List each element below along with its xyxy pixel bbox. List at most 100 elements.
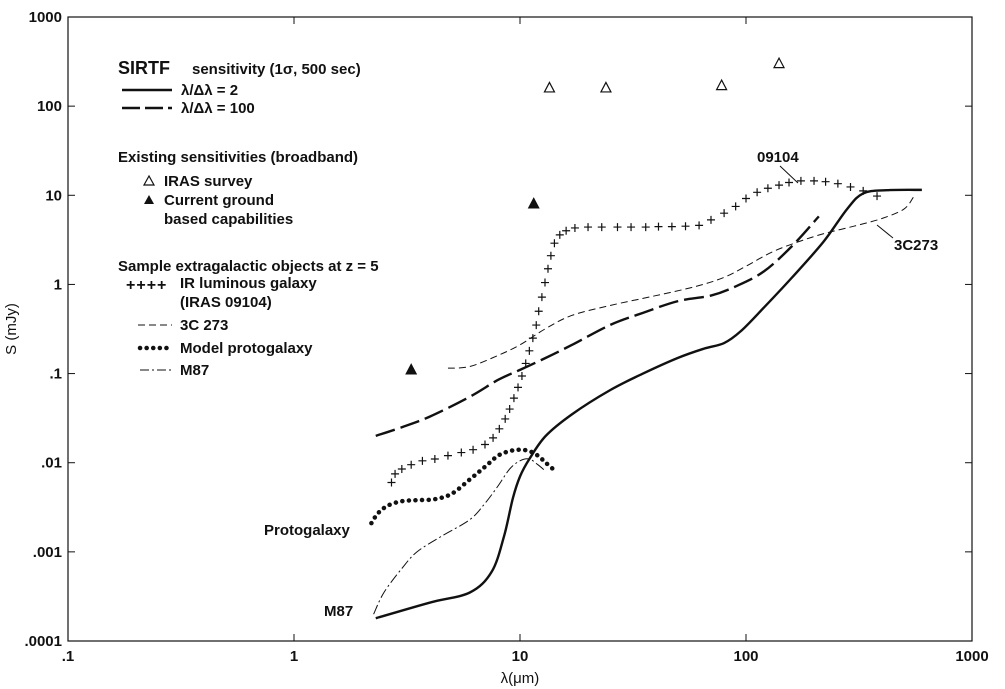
series-ir_galaxy-point-27 bbox=[555, 230, 564, 239]
series-ir_galaxy-point-49 bbox=[821, 177, 830, 186]
series-ir_galaxy-point-15 bbox=[514, 383, 523, 392]
series-ir_galaxy-point-13 bbox=[505, 405, 514, 414]
series-ground-marker-0 bbox=[405, 363, 418, 375]
series-ir_galaxy-point-34 bbox=[641, 223, 650, 232]
series-ir_galaxy-point-10 bbox=[489, 433, 498, 442]
series-ir_galaxy-point-39 bbox=[706, 215, 715, 224]
series-ir_galaxy-point-3 bbox=[407, 460, 416, 469]
legend-m87: M87 bbox=[180, 362, 209, 379]
series-ir_galaxy-point-18 bbox=[525, 346, 534, 355]
series-ir_galaxy-point-30 bbox=[584, 223, 593, 232]
y-tick-label-7: 1000 bbox=[29, 9, 62, 26]
x-tick-label-1: 1 bbox=[290, 648, 298, 665]
series-ir_galaxy-point-33 bbox=[627, 223, 636, 232]
series-ir_galaxy-point-25 bbox=[546, 251, 555, 260]
series-ir_galaxy-point-4 bbox=[418, 456, 427, 465]
legend-ir-galaxy-line2: (IRAS 09104) bbox=[180, 294, 272, 311]
series-ir_galaxy-point-1 bbox=[391, 469, 400, 478]
x-axis-label: λ(μm) bbox=[501, 670, 540, 687]
series-ir_galaxy-point-22 bbox=[537, 293, 546, 302]
series-ir_galaxy-point-9 bbox=[480, 440, 489, 449]
legend-swatch-ir-galaxy: ++++ bbox=[126, 277, 167, 294]
series-ir_galaxy-point-16 bbox=[517, 371, 526, 380]
y-tick-label-1: .001 bbox=[33, 544, 62, 561]
series-ir_galaxy-point-40 bbox=[720, 209, 729, 218]
annotation-3c273-leader bbox=[876, 224, 894, 239]
series-ir_galaxy-point-48 bbox=[810, 176, 819, 185]
series-ir_galaxy-point-35 bbox=[654, 222, 663, 231]
series-m87-line bbox=[373, 458, 547, 615]
legend-sirtf-title: SIRTF bbox=[118, 58, 170, 78]
series-ir_galaxy-point-52 bbox=[859, 186, 868, 195]
series-ir_galaxy-point-36 bbox=[667, 222, 676, 231]
legend-sirtf-subtitle: sensitivity (1σ, 500 sec) bbox=[192, 61, 361, 78]
series-ir_galaxy-point-37 bbox=[681, 222, 690, 231]
annotation-protogalaxy: Protogalaxy bbox=[264, 522, 351, 539]
y-tick-label-2: .01 bbox=[41, 455, 62, 472]
legend-ir-galaxy-line1: IR luminous galaxy bbox=[180, 275, 317, 292]
legend-sample-title: Sample extragalactic objects at z = 5 bbox=[118, 258, 379, 275]
legend-ground-marker bbox=[144, 195, 154, 204]
series-ir_galaxy-point-32 bbox=[613, 223, 622, 232]
x-tick-label-0: .1 bbox=[62, 648, 75, 665]
series-ir_galaxy-point-31 bbox=[597, 223, 606, 232]
axis-ticks: .1 1 10 100 1000 .0001 .001 .01 .1 1 10 100 1000 bbox=[24, 9, 988, 665]
series-ir_galaxy-point-8 bbox=[469, 445, 478, 454]
series-iras-marker-3 bbox=[773, 56, 786, 69]
series-ir_galaxy-point-6 bbox=[443, 451, 452, 460]
series-c273-line bbox=[447, 196, 914, 369]
series-ir_galaxy-point-38 bbox=[695, 221, 704, 230]
legend-iras-marker bbox=[142, 174, 156, 186]
series-ir_galaxy-point-0 bbox=[387, 478, 396, 487]
series-ir_galaxy-point-42 bbox=[742, 194, 750, 203]
series-ir_galaxy-point-44 bbox=[763, 184, 772, 193]
series-ir_galaxy-point-53 bbox=[873, 192, 882, 201]
series-iras-marker-2 bbox=[715, 78, 728, 91]
series-ir_galaxy-point-41 bbox=[731, 202, 740, 211]
series-sirtf_r100-line bbox=[375, 215, 820, 438]
y-tick-label-5: 10 bbox=[45, 187, 62, 204]
series-ir_galaxy-point-5 bbox=[430, 455, 439, 464]
series-ir_galaxy-point-23 bbox=[540, 278, 549, 287]
series-ir_galaxy-point-20 bbox=[532, 321, 541, 330]
series-ir_galaxy-point-24 bbox=[543, 264, 552, 273]
series-ir_galaxy-point-43 bbox=[753, 188, 762, 197]
x-tick-label-3: 100 bbox=[733, 648, 758, 665]
legend-protogalaxy: Model protogalaxy bbox=[180, 340, 313, 357]
annotation-09104: 09104 bbox=[757, 149, 799, 166]
legend-existing-title: Existing sensitivities (broadband) bbox=[118, 149, 358, 166]
legend-sirtf-r100: λ/Δλ = 100 bbox=[181, 100, 255, 117]
legend-iras-survey: IRAS survey bbox=[164, 173, 253, 190]
series-ir_galaxy-point-2 bbox=[397, 465, 406, 474]
legend: SIRTF sensitivity (1σ, 500 sec) λ/Δλ = 2… bbox=[118, 58, 379, 379]
series-ir_galaxy-point-47 bbox=[796, 176, 805, 185]
annotation-3c273: 3C273 bbox=[894, 237, 938, 254]
legend-ground-line1: Current ground bbox=[164, 192, 274, 209]
legend-3c273: 3C 273 bbox=[180, 317, 228, 334]
series-ir_galaxy-point-28 bbox=[562, 226, 571, 235]
series-ir_galaxy-point-21 bbox=[534, 307, 543, 316]
y-axis-label: S (mJy) bbox=[3, 303, 20, 355]
series-ir_galaxy-point-29 bbox=[570, 223, 579, 232]
y-tick-label-6: 100 bbox=[37, 98, 62, 115]
series-ir_galaxy-point-17 bbox=[521, 359, 530, 368]
series-protogalaxy-line bbox=[369, 447, 556, 526]
series-ir_galaxy-point-45 bbox=[775, 181, 784, 190]
series-ground-marker-1 bbox=[527, 197, 540, 209]
series-ir_galaxy-point-26 bbox=[550, 239, 559, 248]
series-ir_galaxy-point-51 bbox=[846, 182, 855, 191]
series-ir_galaxy-point-19 bbox=[528, 334, 537, 343]
y-tick-label-4: 1 bbox=[54, 276, 62, 293]
series-layer bbox=[369, 56, 922, 620]
annotation-09104-leader bbox=[779, 165, 799, 184]
series-iras-marker-1 bbox=[599, 81, 612, 93]
series-ir_galaxy-point-12 bbox=[501, 414, 510, 423]
x-tick-label-2: 10 bbox=[512, 648, 529, 665]
y-tick-label-3: .1 bbox=[49, 366, 62, 383]
series-ir_galaxy-point-11 bbox=[495, 424, 504, 433]
legend-sirtf-r2: λ/Δλ = 2 bbox=[181, 82, 238, 99]
x-tick-label-4: 1000 bbox=[955, 648, 988, 665]
series-iras-marker-0 bbox=[543, 81, 556, 93]
series-ir_galaxy-point-7 bbox=[457, 448, 466, 457]
